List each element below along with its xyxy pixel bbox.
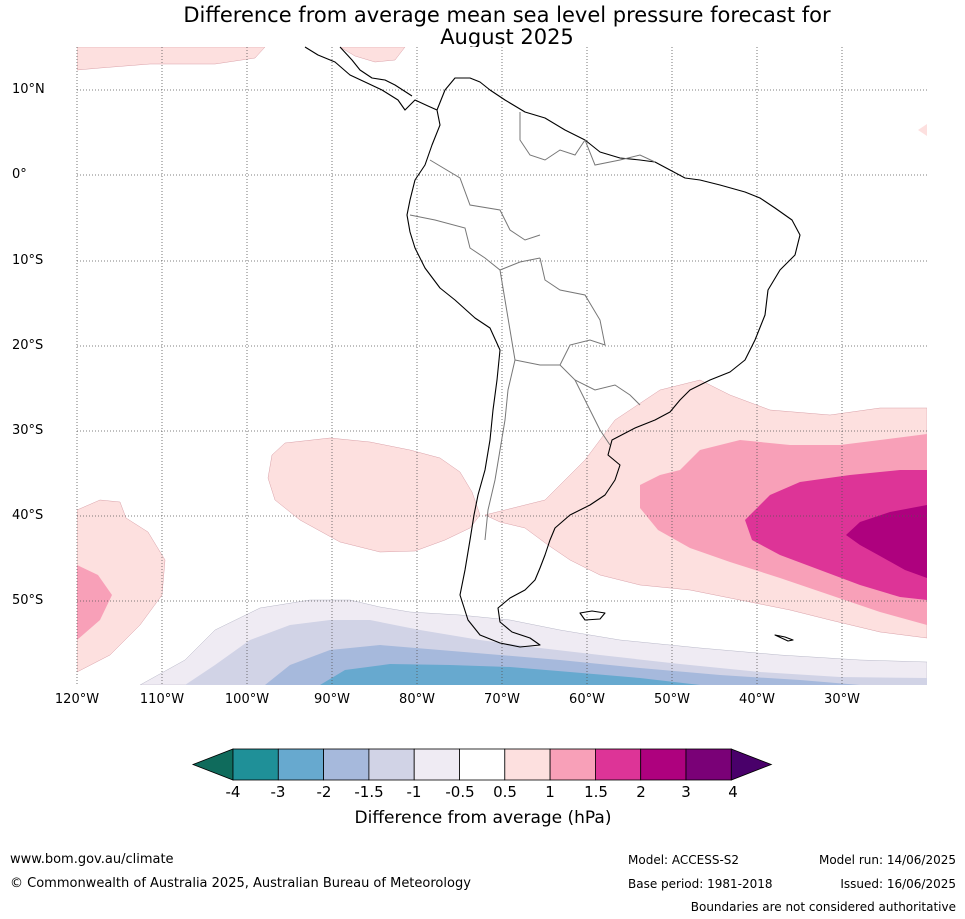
- cb-tick: 4: [728, 783, 738, 801]
- website-link[interactable]: www.bom.gov.au/climate: [10, 852, 174, 867]
- colorbar-bin: [504, 748, 551, 781]
- model-name: Model: ACCESS-S2: [628, 853, 740, 867]
- lat-label-40s: 40°S: [12, 508, 44, 523]
- cb-tick: -2: [316, 783, 332, 801]
- contour-atlantic-positive-3: [745, 470, 927, 600]
- colorbar-bin: [640, 748, 687, 781]
- cb-tick: 0.5: [493, 783, 517, 801]
- colorbar-bin: [685, 748, 732, 781]
- lat-label-30s: 30°S: [12, 423, 44, 438]
- lon-label-60w: 60°W: [569, 692, 605, 707]
- title-line-1: Difference from average mean sea level p…: [183, 3, 831, 27]
- cb-tick: 3: [681, 783, 691, 801]
- cb-tick: 1.5: [584, 783, 608, 801]
- lon-label-50w: 50°W: [654, 692, 690, 707]
- contour-west-positive-1: [77, 499, 166, 673]
- base-period: Base period: 1981-2018: [628, 877, 773, 891]
- colorbar-bin: [413, 748, 460, 781]
- map-title: Difference from average mean sea level p…: [0, 4, 965, 48]
- graticule: [76, 47, 927, 685]
- lat-label-10s: 10°S: [12, 253, 44, 268]
- contour-west-positive-2: [77, 565, 112, 640]
- lat-label-0: 0°: [12, 167, 27, 182]
- colorbar-bin: [459, 748, 506, 781]
- cb-tick: -4: [225, 783, 241, 801]
- contour-central-positive: [267, 437, 481, 553]
- contour-top-left-positive: [77, 47, 266, 71]
- colorbar-bin: [549, 748, 596, 781]
- contour-top-center-positive: [339, 47, 406, 63]
- copyright-text: © Commonwealth of Australia 2025, Austra…: [10, 876, 471, 891]
- lon-label-110w: 110°W: [139, 692, 185, 707]
- central-america-coast: [304, 46, 438, 111]
- lat-label-10n: 10°N: [12, 82, 45, 97]
- cb-tick: -3: [270, 783, 286, 801]
- cb-tick: -0.5: [445, 783, 475, 801]
- contour-right-small-positive: [918, 124, 927, 136]
- issued-date: Issued: 16/06/2025: [840, 877, 956, 891]
- contour-atlantic-positive-4: [846, 505, 927, 578]
- colorbar-bin: [232, 748, 279, 781]
- lon-label-40w: 40°W: [739, 692, 775, 707]
- cb-tick: -1.5: [354, 783, 384, 801]
- coastlines: [304, 46, 801, 648]
- lat-label-20s: 20°S: [12, 338, 44, 353]
- cb-tick: 1: [545, 783, 555, 801]
- cb-tick: 2: [636, 783, 646, 801]
- colorbar-bin: [595, 748, 642, 781]
- lat-label-50s: 50°S: [12, 593, 44, 608]
- lon-label-80w: 80°W: [399, 692, 435, 707]
- south-america-coast: [406, 77, 801, 648]
- pressure-anomaly-map: [76, 46, 927, 685]
- model-run-date: Model run: 14/06/2025: [818, 853, 956, 867]
- colorbar-extend-high: [730, 748, 773, 781]
- south-georgia: [774, 634, 794, 642]
- colorbar-extend-low: [191, 748, 234, 781]
- lon-label-100w: 100°W: [224, 692, 270, 707]
- colorbar-title: Difference from average (hPa): [354, 808, 612, 828]
- colorbar-bin: [277, 748, 324, 781]
- colorbar-bin: [368, 748, 415, 781]
- lon-label-90w: 90°W: [314, 692, 350, 707]
- boundaries-note: Boundaries are not considered authoritat…: [690, 900, 956, 914]
- cb-tick: -1: [406, 783, 422, 801]
- colorbar-bin: [323, 748, 370, 781]
- country-borders: [409, 112, 656, 541]
- contour-south-negative-2: [320, 664, 700, 685]
- lon-label-30w: 30°W: [824, 692, 860, 707]
- lon-label-70w: 70°W: [484, 692, 520, 707]
- title-line-2: August 2025: [440, 25, 574, 49]
- lon-label-120w: 120°W: [54, 692, 100, 707]
- falklands: [579, 610, 606, 621]
